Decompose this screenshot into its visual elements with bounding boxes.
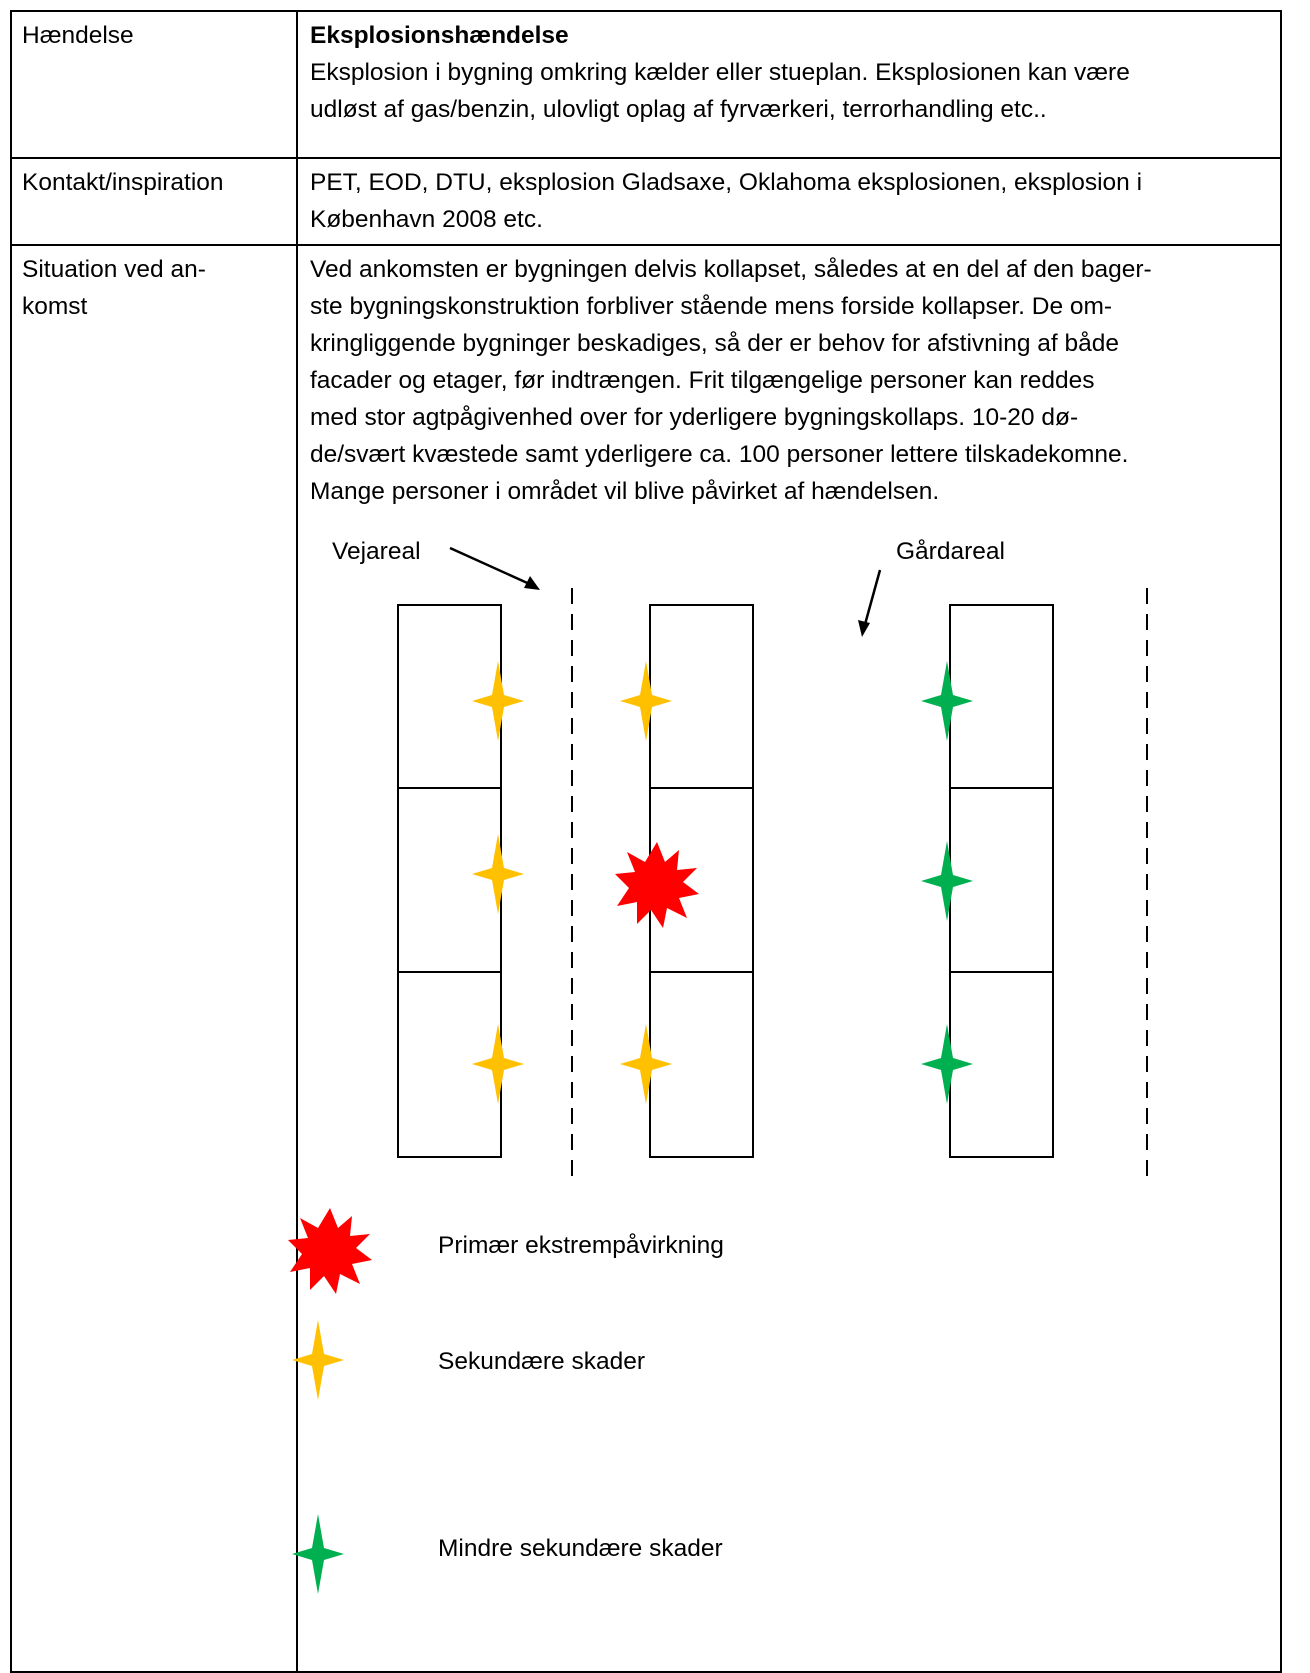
green-star-icon: [921, 1024, 973, 1104]
road-arrow: [449, 546, 540, 590]
event-description: Eksplosion i bygning omkring kælder elle…: [310, 59, 1130, 123]
green-star-icon: [292, 1514, 344, 1594]
table-row: Kontakt/inspiration PET, EOD, DTU, ekspl…: [10, 157, 1282, 246]
row-label-text: Hændelse: [22, 22, 134, 49]
yellow-star-icon: [620, 661, 672, 741]
row-label: Hændelse: [10, 10, 298, 159]
explosion-icon: [615, 842, 699, 928]
legend-secondary-label: Sekundære skader: [438, 1348, 646, 1375]
yellow-star-icon: [472, 834, 524, 914]
green-star-icon: [921, 841, 973, 921]
scenario-diagram: Vejareal Gårdareal Primær ekstrempåvirkn…: [272, 510, 1252, 1660]
situation-text: Ved ankomsten er bygningen delvis kollap…: [310, 256, 1152, 505]
scenario-table: Hændelse Eksplosionshændelse Eksplosion …: [10, 10, 1282, 1673]
row-label: Kontakt/inspiration: [10, 157, 298, 246]
yard-arrow: [858, 569, 882, 637]
diagram-svg: [288, 546, 1148, 1594]
event-title: Eksplosionshændelse: [310, 22, 569, 49]
legend-primary-label: Primær ekstrempåvirkning: [438, 1232, 724, 1259]
building-left: [397, 604, 502, 1158]
yellow-star-icon: [292, 1320, 344, 1400]
yellow-star-icon: [472, 661, 524, 741]
yellow-star-icon: [620, 1024, 672, 1104]
road-label: Vejareal: [332, 538, 421, 565]
table-row: Situation ved an- komst Ved ankomsten er…: [10, 244, 1282, 1673]
green-star-icon: [921, 661, 973, 741]
row-label: Situation ved an- komst: [10, 244, 298, 1673]
yellow-star-icon: [472, 1024, 524, 1104]
row-label-text: Kontakt/inspiration: [22, 169, 224, 196]
legend-minor-label: Mindre sekundære skader: [438, 1535, 723, 1562]
row-content: Eksplosionshændelse Eksplosion i bygning…: [296, 10, 1282, 159]
table-row: Hændelse Eksplosionshændelse Eksplosion …: [10, 10, 1282, 159]
explosion-icon: [288, 1208, 372, 1294]
contact-text: PET, EOD, DTU, eksplosion Gladsaxe, Okla…: [310, 169, 1143, 233]
row-label-text: Situation ved an- komst: [22, 256, 206, 320]
row-content: PET, EOD, DTU, eksplosion Gladsaxe, Okla…: [296, 157, 1282, 246]
yard-label: Gårdareal: [896, 538, 1005, 565]
row-content: Ved ankomsten er bygningen delvis kollap…: [296, 244, 1282, 1673]
